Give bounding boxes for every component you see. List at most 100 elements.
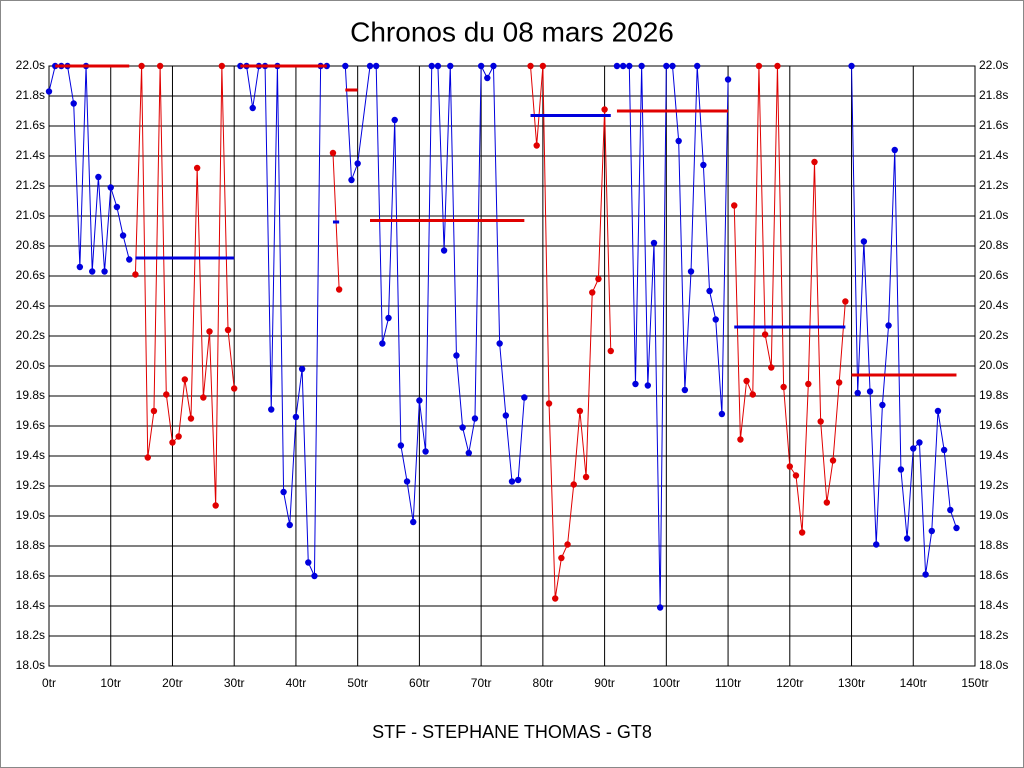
x-tick-label: 30tr [224, 676, 245, 690]
y-tick-label-right: 21.8s [979, 88, 1008, 102]
lap-point [761, 331, 769, 338]
lap-point [835, 379, 843, 386]
lap-point [650, 239, 658, 247]
lap-point [749, 391, 756, 398]
lap-point [953, 524, 960, 532]
lap-point [372, 62, 380, 70]
x-tick-label: 150tr [961, 676, 988, 690]
lap-point [533, 142, 540, 149]
y-tick-label: 19.0s [16, 508, 45, 522]
lap-point [169, 439, 176, 446]
lap-point [916, 439, 923, 446]
lap-point [737, 436, 744, 443]
lap-point [928, 527, 935, 535]
y-tick-label-right: 20.2s [979, 328, 1008, 342]
lap-point [212, 502, 219, 509]
x-tick-label: 60tr [409, 676, 430, 690]
x-tick-label: 140tr [900, 676, 927, 690]
lap-point [786, 463, 793, 470]
y-tick-label: 18.4s [16, 598, 45, 612]
lap-point [903, 535, 911, 542]
lap-point [552, 595, 559, 602]
y-tick-label-right: 18.8s [979, 538, 1008, 552]
lap-point [712, 316, 719, 323]
lap-point [76, 263, 84, 271]
lap-point [156, 62, 164, 70]
y-tick-label: 19.2s [16, 478, 45, 492]
y-tick-label-right: 20.8s [979, 238, 1008, 252]
lap-point [644, 382, 652, 389]
y-tick-label: 21.4s [16, 148, 45, 162]
lap-point [829, 457, 837, 464]
lap-point [854, 389, 861, 397]
y-tick-label: 20.6s [16, 268, 45, 282]
lap-point [724, 76, 732, 83]
lap-point [440, 247, 448, 254]
lap-point [792, 472, 800, 479]
lap-point [805, 380, 812, 388]
lap-point [335, 286, 343, 293]
lap-point [403, 478, 411, 485]
lap-point [897, 466, 905, 473]
lap-point [873, 541, 880, 548]
y-tick-label-right: 22.0s [979, 58, 1008, 72]
lap-point [656, 604, 664, 611]
lap-point [558, 554, 565, 562]
lap-point [428, 62, 435, 70]
lap-point [447, 62, 454, 70]
lap-point [675, 137, 682, 145]
y-tick-label: 19.4s [16, 448, 45, 462]
lap-point [434, 62, 442, 70]
lap-point [224, 326, 232, 334]
lap-point [576, 407, 584, 415]
x-tick-label: 70tr [471, 676, 492, 690]
lap-point [885, 322, 892, 329]
lap-point [718, 410, 726, 418]
y-tick-label: 20.4s [16, 298, 45, 312]
lap-point [755, 62, 763, 70]
lap-point [126, 256, 133, 263]
y-tick-label: 21.0s [16, 208, 45, 222]
lap-point [866, 388, 874, 395]
lap-point [268, 406, 275, 413]
lap-point [570, 481, 577, 488]
lap-point [514, 476, 522, 484]
lap-point [410, 518, 417, 526]
y-tick-label-right: 18.6s [979, 568, 1008, 582]
lap-point [687, 268, 695, 275]
lap-point [113, 203, 121, 211]
lap-point [743, 377, 750, 385]
lap-point [70, 100, 77, 107]
y-tick-label-right: 19.8s [979, 388, 1008, 402]
lap-point [589, 289, 596, 296]
lap-point [342, 62, 349, 70]
lap-point [187, 415, 195, 422]
lap-point [89, 268, 96, 275]
y-tick-label-right: 19.6s [979, 418, 1008, 432]
lap-point [879, 401, 886, 409]
y-tick-label-right: 21.6s [979, 118, 1008, 132]
lap-point [348, 176, 355, 184]
x-tick-label: 80tr [533, 676, 554, 690]
lap-point [842, 298, 849, 305]
lap-point [607, 347, 614, 355]
lap-point [681, 386, 689, 394]
lap-point [798, 529, 806, 536]
x-tick-label: 120tr [776, 676, 803, 690]
x-tick-label: 110tr [715, 676, 741, 690]
lap-point [465, 449, 472, 457]
y-tick-label-right: 19.0s [979, 508, 1008, 522]
y-tick-label: 21.2s [16, 178, 45, 192]
lap-point [731, 202, 738, 209]
lap-point [626, 62, 633, 70]
lap-point [150, 407, 158, 415]
lap-point [366, 62, 374, 70]
y-tick-label-right: 20.4s [979, 298, 1008, 312]
lap-point [848, 62, 855, 70]
y-tick-label: 21.6s [16, 118, 45, 132]
lap-point [613, 62, 621, 70]
lap-point [539, 62, 547, 70]
lap-point [200, 394, 207, 401]
y-tick-label: 18.6s [16, 568, 45, 582]
lap-point [910, 445, 917, 452]
